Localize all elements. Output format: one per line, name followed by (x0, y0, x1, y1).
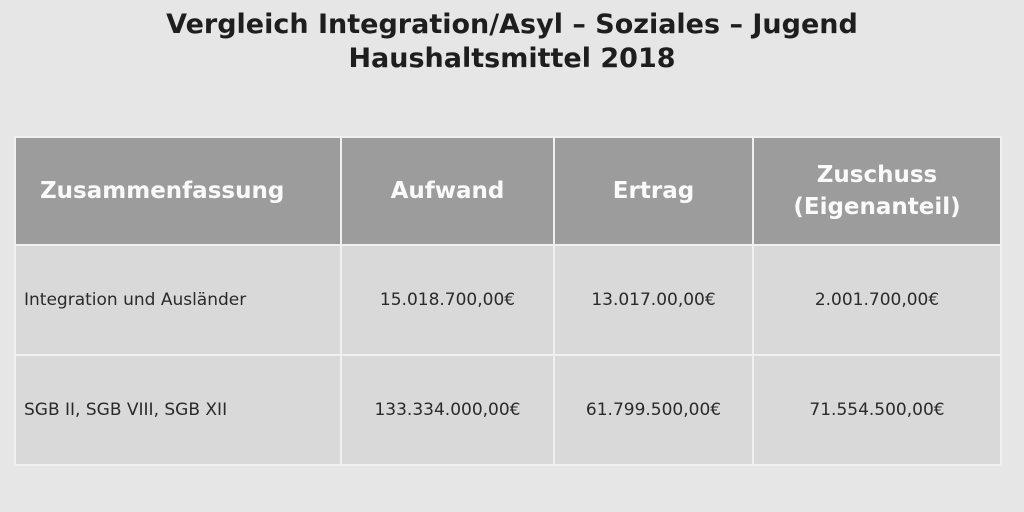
row-label: SGB II, SGB VIII, SGB XII (14, 354, 342, 466)
table-row: SGB II, SGB VIII, SGB XII 133.334.000,00€… (14, 354, 1002, 466)
row-label: Integration und Ausländer (14, 244, 342, 356)
amount-cell: 2.001.700,00€ (752, 244, 1002, 356)
amount-cell: 13.017.00,00€ (553, 244, 754, 356)
column-header: Zusammenfassung (14, 136, 342, 246)
table-body: Integration und Ausländer 15.018.700,00€ 1… (14, 244, 1002, 466)
column-header: Ertrag (553, 136, 754, 246)
column-header: Zuschuss (Eigenanteil) (752, 136, 1002, 246)
summary-table: Zusammenfassung Aufwand Ertrag Zuschuss (Ei… (14, 136, 1002, 466)
title-line: Haushaltsmittel 2018 (348, 43, 676, 74)
title: Vergleich Integration/Asyl – Soziales – … (0, 8, 1024, 76)
table-row: Integration und Ausländer 15.018.700,00€ 1… (14, 244, 1002, 356)
amount-cell: 133.334.000,00€ (340, 354, 555, 466)
amount-cell: 61.799.500,00€ (553, 354, 754, 466)
column-header: Aufwand (340, 136, 555, 246)
title-line: Vergleich Integration/Asyl – Soziales – … (166, 9, 858, 40)
amount-cell: 15.018.700,00€ (340, 244, 555, 356)
amount-cell: 71.554.500,00€ (752, 354, 1002, 466)
header-row: Zusammenfassung Aufwand Ertrag Zuschuss (Ei… (14, 136, 1002, 246)
